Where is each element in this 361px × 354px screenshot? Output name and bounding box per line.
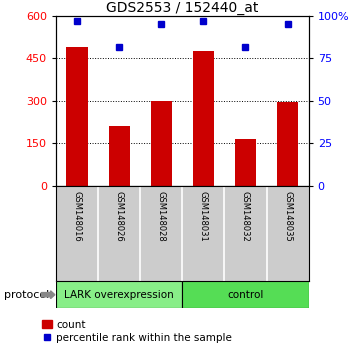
Text: GSM148026: GSM148026 bbox=[115, 190, 123, 241]
Bar bbox=[182, 281, 309, 308]
Legend: count, percentile rank within the sample: count, percentile rank within the sample bbox=[38, 315, 236, 347]
Text: GSM148028: GSM148028 bbox=[157, 190, 166, 241]
Bar bbox=[151, 101, 172, 186]
Bar bbox=[66, 47, 87, 186]
Bar bbox=[277, 102, 298, 186]
Text: GSM148016: GSM148016 bbox=[73, 190, 82, 241]
Text: LARK overexpression: LARK overexpression bbox=[64, 290, 174, 300]
Bar bbox=[109, 126, 130, 186]
Text: protocol: protocol bbox=[4, 290, 49, 300]
Title: GDS2553 / 152440_at: GDS2553 / 152440_at bbox=[106, 1, 258, 15]
Bar bbox=[235, 139, 256, 186]
Text: control: control bbox=[227, 290, 264, 300]
Bar bbox=[56, 281, 182, 308]
Bar bbox=[193, 51, 214, 186]
Text: GSM148031: GSM148031 bbox=[199, 190, 208, 241]
Text: GSM148035: GSM148035 bbox=[283, 190, 292, 241]
Text: GSM148032: GSM148032 bbox=[241, 190, 250, 241]
